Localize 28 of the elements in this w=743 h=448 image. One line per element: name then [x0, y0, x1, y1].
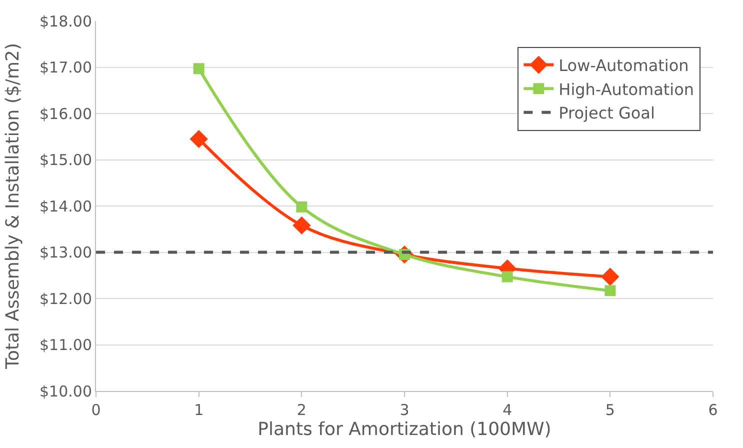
x-tick-label: 1: [194, 401, 204, 419]
y-tick-label: $15.00: [40, 151, 92, 169]
y-tick-label: $14.00: [40, 197, 92, 216]
point: [292, 216, 311, 235]
x-tick-label: 6: [708, 401, 718, 419]
point: [193, 63, 204, 74]
legend-label: Project Goal: [558, 104, 655, 123]
point: [604, 285, 616, 296]
y-tick-label: $11.00: [40, 336, 92, 354]
point: [601, 268, 620, 286]
y-tick-label: $13.00: [40, 244, 92, 262]
y-tick-label: $12.00: [40, 290, 92, 308]
y-axis-title: Total Assembly & Installation ($/m2): [2, 43, 24, 370]
point: [190, 130, 208, 148]
x-tick-label: 0: [91, 401, 101, 419]
y-tick-label: $17.00: [40, 58, 92, 76]
point: [296, 201, 308, 212]
x-axis-title: Plants for Amortization (100MW): [258, 419, 552, 440]
y-tick-label: $16.00: [40, 104, 92, 123]
x-tick-label: 2: [296, 401, 306, 419]
point: [502, 271, 513, 282]
x-tick-label: 3: [400, 401, 410, 419]
x-tick-label: 4: [502, 401, 512, 419]
y-tick-label: $18.00: [40, 12, 92, 30]
x-tick-label: 5: [605, 401, 615, 419]
legend-label: Low-Automation: [558, 56, 689, 76]
legend-label: High-Automation: [558, 80, 694, 99]
y-tick-label: $10.00: [40, 382, 92, 400]
